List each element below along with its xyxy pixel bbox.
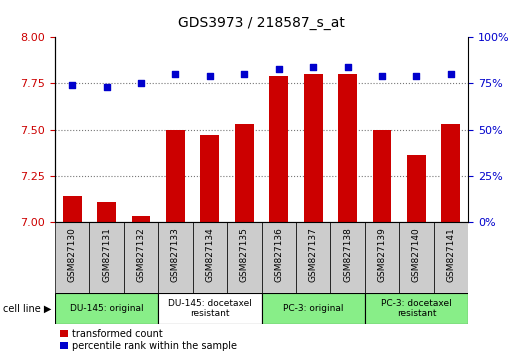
Text: PC-3: docetaxel
resistant: PC-3: docetaxel resistant — [381, 299, 452, 318]
Bar — [304, 74, 323, 222]
Text: PC-3: original: PC-3: original — [283, 304, 344, 313]
Text: GSM827139: GSM827139 — [378, 228, 386, 282]
Text: DU-145: docetaxel
resistant: DU-145: docetaxel resistant — [168, 299, 252, 318]
Bar — [55, 222, 89, 293]
Text: GSM827132: GSM827132 — [137, 228, 145, 282]
Bar — [192, 222, 227, 293]
Point — [378, 73, 386, 79]
Text: GSM827135: GSM827135 — [240, 228, 249, 282]
Text: cell line ▶: cell line ▶ — [3, 303, 51, 313]
Point — [309, 64, 317, 70]
Bar — [97, 202, 116, 222]
Bar — [434, 222, 468, 293]
Bar — [124, 222, 158, 293]
Text: GSM827136: GSM827136 — [274, 228, 283, 282]
Bar — [372, 130, 392, 222]
Bar — [296, 222, 331, 293]
Bar — [200, 135, 219, 222]
Bar — [441, 124, 460, 222]
Text: DU-145: original: DU-145: original — [70, 304, 143, 313]
Bar — [235, 124, 254, 222]
Bar — [262, 293, 365, 324]
Point — [206, 73, 214, 79]
Text: GSM827130: GSM827130 — [67, 228, 77, 282]
Point — [344, 64, 352, 70]
Bar — [158, 293, 262, 324]
Text: GSM827137: GSM827137 — [309, 228, 317, 282]
Bar — [407, 155, 426, 222]
Point — [137, 80, 145, 86]
Text: GSM827134: GSM827134 — [206, 228, 214, 282]
Bar — [269, 76, 288, 222]
Text: GSM827140: GSM827140 — [412, 228, 421, 282]
Bar — [338, 74, 357, 222]
Bar — [365, 222, 399, 293]
Bar — [158, 222, 192, 293]
Legend: transformed count, percentile rank within the sample: transformed count, percentile rank withi… — [60, 329, 237, 351]
Bar — [63, 196, 82, 222]
Point — [447, 71, 455, 77]
Bar — [166, 130, 185, 222]
Bar — [399, 222, 434, 293]
Text: GSM827131: GSM827131 — [102, 228, 111, 282]
Point — [240, 71, 248, 77]
Bar — [227, 222, 262, 293]
Point — [68, 82, 76, 88]
Point — [412, 73, 420, 79]
Text: GDS3973 / 218587_s_at: GDS3973 / 218587_s_at — [178, 16, 345, 30]
Text: GSM827138: GSM827138 — [343, 228, 352, 282]
Text: GSM827141: GSM827141 — [446, 228, 456, 282]
Bar — [89, 222, 124, 293]
Text: GSM827133: GSM827133 — [171, 228, 180, 282]
Point — [103, 84, 111, 90]
Bar — [262, 222, 296, 293]
Bar — [55, 293, 158, 324]
Bar — [131, 216, 151, 222]
Bar — [365, 293, 468, 324]
Bar — [331, 222, 365, 293]
Point — [275, 66, 283, 72]
Point — [171, 71, 179, 77]
